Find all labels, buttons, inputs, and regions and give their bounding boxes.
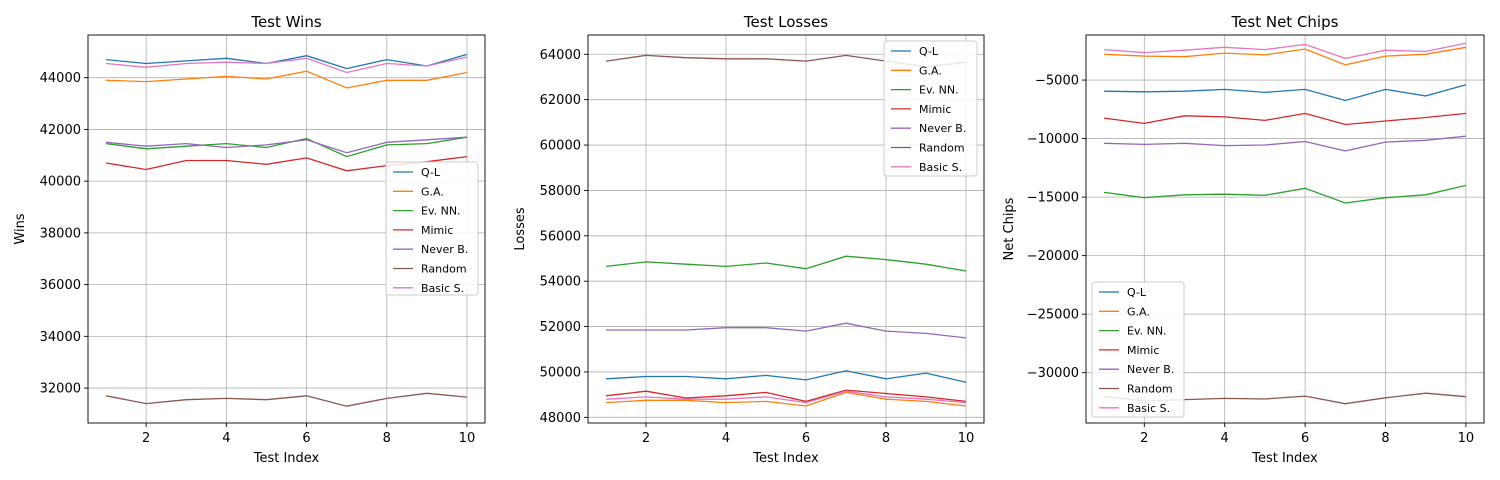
test-net-chips-legend-label-random: Random (1127, 383, 1173, 396)
test-net-chips-y-tick-label: −25000 (1027, 308, 1079, 323)
test-wins-x-axis-label: Test Index (253, 451, 320, 466)
test-net-chips-series-basic-s (1104, 42, 1467, 60)
test-wins-legend-label-ev-nn: Ev. NN. (421, 205, 461, 218)
test-wins-legend-label-basic-s: Basic S. (421, 282, 464, 295)
test-losses-legend-label-q-l: Q-L (919, 45, 939, 58)
test-net-chips-series-never-b (1104, 135, 1466, 152)
test-wins-series-g-a (105, 70, 468, 89)
test-losses-series-g-a (605, 391, 967, 407)
test-net-chips-y-tick-label: −15000 (1027, 191, 1079, 206)
test-losses-x-axis-label: Test Index (752, 451, 819, 466)
test-net-chips-x-tick-label: 8 (1381, 431, 1389, 446)
test-wins-y-tick-label: 36000 (40, 278, 81, 293)
test-wins-x-tick-label: 6 (302, 431, 310, 446)
chart-panel-losses: 2 4 6 8 10 48000 50000 52000 54000 56000 58000 6000… (513, 13, 985, 466)
test-losses-y-tick-label: 64000 (540, 48, 581, 63)
test-losses-y-tick-label: 48000 (540, 411, 581, 426)
test-wins-legend: Q-L G.A. Ev. NN. Mimic Never B. Random Basic S… (385, 161, 479, 296)
test-losses-legend-label-mimic: Mimic (919, 103, 951, 116)
test-net-chips-y-tick-label: −10000 (1027, 132, 1079, 147)
test-wins-x-tick-label: 4 (222, 431, 230, 446)
test-losses-x-tick-label: 2 (642, 431, 650, 446)
test-net-chips-legend-label-g-a: G.A. (1127, 305, 1150, 318)
test-wins-series-q-l (105, 53, 468, 70)
test-net-chips-axes-frame (1085, 34, 1485, 424)
test-losses-y-tick-label: 50000 (540, 365, 581, 380)
test-losses-x-tick-label: 10 (958, 431, 975, 446)
test-wins-legend-label-random: Random (421, 263, 467, 276)
test-wins-y-tick-label: 38000 (40, 226, 81, 241)
test-losses-legend-label-ev-nn: Ev. NN. (919, 84, 959, 97)
test-losses-legend-label-never-b: Never B. (919, 122, 966, 135)
test-wins-series-random (105, 392, 468, 407)
test-net-chips-x-axis-label: Test Index (1251, 451, 1318, 466)
test-wins-y-tick-label: 42000 (40, 123, 81, 138)
test-losses-x-tick-label: 6 (802, 431, 810, 446)
test-wins-legend-label-never-b: Never B. (421, 243, 468, 256)
test-losses-legend-label-g-a: G.A. (919, 64, 942, 77)
test-losses-y-tick-label: 56000 (540, 229, 581, 244)
test-losses-series-basic-s (605, 390, 967, 404)
test-losses-series-ev-nn (605, 255, 967, 272)
test-losses-x-tick-label: 4 (722, 431, 730, 446)
test-wins-y-tick-label: 40000 (40, 175, 81, 190)
test-wins-axes-frame (87, 34, 486, 424)
test-losses-y-axis-label: Losses (513, 207, 528, 251)
test-net-chips-legend-box (1091, 281, 1185, 418)
test-losses-y-tick-label: 60000 (540, 139, 581, 154)
chart-panel-net-chips: 2 4 6 8 10 −5000 −10000 −15000 −20000 −25000 −3000… (1002, 13, 1485, 466)
test-net-chips-x-tick-label: 10 (1458, 431, 1475, 446)
test-losses-legend-label-basic-s: Basic S. (919, 161, 962, 174)
test-net-chips-x-tick-label: 2 (1140, 431, 1148, 446)
test-wins-title: Test Wins (250, 13, 321, 31)
test-net-chips-y-axis-label: Net Chips (1002, 197, 1017, 260)
test-net-chips-title: Test Net Chips (1231, 13, 1339, 31)
test-wins-legend-label-g-a: G.A. (421, 185, 444, 198)
test-net-chips-legend-label-mimic: Mimic (1127, 344, 1159, 357)
test-net-chips-y-tick-label: −5000 (1035, 74, 1079, 89)
test-losses-series-never-b (606, 322, 967, 339)
test-wins-x-tick-label: 2 (142, 431, 150, 446)
test-net-chips-x-tick-label: 4 (1221, 431, 1229, 446)
test-wins-y-tick-label: 34000 (40, 330, 81, 345)
test-wins-x-tick-label: 10 (459, 431, 476, 446)
test-losses-legend-box (883, 40, 978, 177)
test-net-chips-legend-label-q-l: Q-L (1127, 286, 1147, 299)
test-losses-series-q-l (605, 370, 967, 383)
test-losses-y-tick-label: 52000 (540, 320, 581, 335)
test-net-chips-series-q-l (1104, 84, 1467, 102)
test-net-chips-y-tick-label: −30000 (1027, 366, 1079, 381)
test-wins-y-tick-label: 32000 (40, 382, 81, 397)
test-wins-series-never-b (105, 136, 468, 154)
test-wins-y-axis-label: Wins (13, 213, 28, 244)
test-wins-y-tick-label: 44000 (40, 71, 81, 86)
test-losses-x-tick-label: 8 (882, 431, 890, 446)
test-losses-axes-frame (587, 34, 985, 424)
test-net-chips-series-g-a (1104, 46, 1467, 66)
test-losses-y-tick-label: 62000 (540, 93, 581, 108)
test-net-chips-series-ev-nn (1104, 184, 1467, 204)
test-net-chips-x-tick-label: 6 (1301, 431, 1309, 446)
test-wins-series-basic-s (105, 56, 468, 74)
test-wins-x-tick-label: 8 (383, 431, 391, 446)
test-net-chips-legend-label-ev-nn: Ev. NN. (1127, 325, 1167, 338)
test-wins-legend-label-mimic: Mimic (421, 224, 453, 237)
test-losses-legend-label-random: Random (919, 142, 965, 155)
test-net-chips-legend-label-basic-s: Basic S. (1127, 402, 1170, 415)
chart-panel-wins: 2 4 6 8 10 32000 34000 36000 38000 40000 42000 4400… (13, 13, 486, 466)
test-net-chips-legend-label-never-b: Never B. (1127, 363, 1174, 376)
test-wins-legend-label-q-l: Q-L (421, 166, 441, 179)
test-losses-y-tick-label: 58000 (540, 184, 581, 199)
test-losses-legend: Q-L G.A. Ev. NN. Mimic Never B. Random Basic S… (883, 40, 978, 177)
test-net-chips-series-mimic (1104, 112, 1466, 126)
test-wins-legend-box (385, 161, 479, 296)
test-losses-title: Test Losses (743, 13, 828, 31)
test-losses-series-mimic (605, 389, 967, 403)
test-losses-y-tick-label: 54000 (540, 275, 581, 290)
test-net-chips-legend: Q-L G.A. Ev. NN. Mimic Never B. Random Basic S… (1091, 281, 1185, 418)
test-net-chips-y-tick-label: −20000 (1027, 249, 1079, 264)
